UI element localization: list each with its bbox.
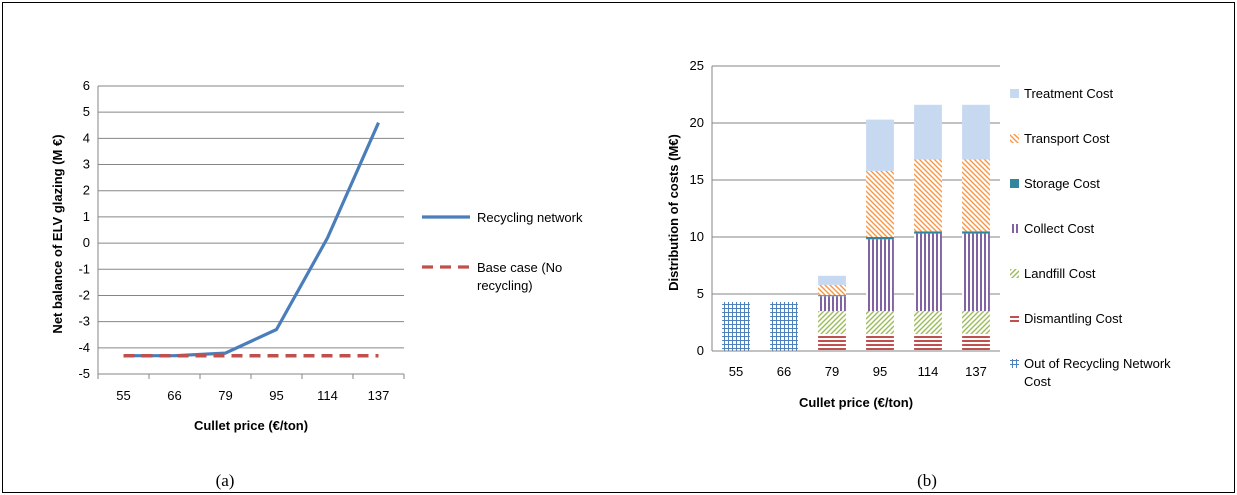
bar-segment-storage-cost <box>866 237 894 240</box>
bar-segment-collect-cost <box>818 296 846 312</box>
y-axis-title-b: Distribution of costs (M€) <box>666 134 681 291</box>
legend-label-a-1: recycling) <box>477 278 533 293</box>
bar-segment-transport-cost <box>962 159 990 232</box>
y-tick-label-b: 25 <box>690 58 704 73</box>
y-tick-label-a: 5 <box>83 104 90 119</box>
legend-swatch-b <box>1010 134 1019 143</box>
legend-label-b: Dismantling Cost <box>1024 311 1123 326</box>
bar-segment-collect-cost <box>962 233 990 312</box>
bar-segment-dismantling-cost <box>818 333 846 351</box>
x-axis-title-b: Cullet price (€/ton) <box>799 395 913 410</box>
x-tick-label-b: 66 <box>777 364 791 379</box>
bar-segment-treatment-cost <box>914 104 942 160</box>
chart-a: -5 -4 -3 -2 -1 0 1 2 3 4 5 6 55 66 79 95 114 137 Cullet pr… <box>50 78 583 433</box>
y-tick-label-b: 5 <box>697 286 704 301</box>
bar-segment-landfill-cost <box>818 311 846 334</box>
x-tick-label-a: 114 <box>317 388 338 403</box>
legend-label-a-0: Recycling network <box>477 210 583 225</box>
legend-swatch-b <box>1010 179 1019 188</box>
y-tick-label-a: 3 <box>83 157 90 172</box>
legend-swatch-b <box>1010 89 1019 98</box>
x-tick-label-b: 55 <box>729 364 743 379</box>
legend-label-b: Storage Cost <box>1024 176 1100 191</box>
panel-label-b: (b) <box>917 471 937 490</box>
y-tick-label-a: -1 <box>78 261 90 276</box>
y-axis-title-a: Net balance of ELV glazing (M €) <box>50 134 65 333</box>
y-tick-label-a: 1 <box>83 209 90 224</box>
bar-segment-landfill-cost <box>914 311 942 334</box>
legend-label-b: Treatment Cost <box>1024 86 1113 101</box>
legend-swatch-b <box>1010 359 1019 368</box>
bar-segment-dismantling-cost <box>914 333 942 351</box>
legend-label-a-1: Base case (No <box>477 260 562 275</box>
panel-label-a: (a) <box>216 471 235 490</box>
legend-label-b: Out of Recycling Network <box>1024 356 1171 371</box>
bar-segment-treatment-cost <box>866 119 894 171</box>
legend-label-b: Landfill Cost <box>1024 266 1096 281</box>
y-tick-label-b: 20 <box>690 115 704 130</box>
bar-segment-treatment-cost <box>962 104 990 160</box>
bar-segment-storage-cost <box>962 231 990 234</box>
y-tick-label-a: 6 <box>83 78 90 93</box>
bar-segment-transport-cost <box>914 159 942 232</box>
chart-b: 0 5 10 15 20 25 55 66 79 95 114 137 Cullet price (€/… <box>666 58 1171 410</box>
x-tick-label-b: 95 <box>873 364 887 379</box>
legend-swatch-b <box>1010 224 1019 233</box>
y-tick-label-b: 0 <box>697 343 704 358</box>
legend-label-b: Collect Cost <box>1024 221 1094 236</box>
y-tick-label-a: -2 <box>78 287 90 302</box>
bar-segment-transport-cost <box>866 170 894 237</box>
x-tick-label-a: 79 <box>218 388 232 403</box>
y-tick-label-a: 0 <box>83 235 90 250</box>
legend-label-b: Cost <box>1024 374 1051 389</box>
bar-segment-out-of-recycling-network-cost <box>770 302 798 351</box>
y-tick-label-b: 10 <box>690 229 704 244</box>
x-tick-label-a: 137 <box>368 388 390 403</box>
bar-segment-out-of-recycling-network-cost <box>722 302 750 351</box>
y-tick-label-a: 2 <box>83 183 90 198</box>
bar-segment-landfill-cost <box>962 311 990 334</box>
x-tick-label-a: 55 <box>116 388 130 403</box>
bar-segment-storage-cost <box>914 231 942 234</box>
y-tick-label-a: -5 <box>78 366 90 381</box>
bar-segment-dismantling-cost <box>866 333 894 351</box>
bar-segment-collect-cost <box>914 233 942 312</box>
legend-swatch-b <box>1010 269 1019 278</box>
y-tick-label-a: -4 <box>78 340 90 355</box>
x-tick-label-b: 114 <box>918 364 939 379</box>
x-tick-label-a: 95 <box>269 388 283 403</box>
bar-segment-dismantling-cost <box>962 333 990 351</box>
x-tick-label-b: 79 <box>825 364 839 379</box>
bar-segment-collect-cost <box>866 239 894 312</box>
y-tick-label-b: 15 <box>690 172 704 187</box>
x-tick-label-a: 66 <box>167 388 181 403</box>
bar-segment-transport-cost <box>818 284 846 296</box>
bar-segment-storage-cost <box>818 295 846 297</box>
x-tick-label-b: 137 <box>965 364 987 379</box>
series-line-a-0 <box>123 122 380 358</box>
y-tick-label-a: -3 <box>78 314 90 329</box>
x-axis-title-a: Cullet price (€/ton) <box>194 418 308 433</box>
legend-swatch-b <box>1010 314 1019 323</box>
y-tick-label-a: 4 <box>83 130 90 145</box>
bar-segment-treatment-cost <box>818 275 846 285</box>
legend-label-b: Transport Cost <box>1024 131 1110 146</box>
bar-segment-landfill-cost <box>866 311 894 334</box>
